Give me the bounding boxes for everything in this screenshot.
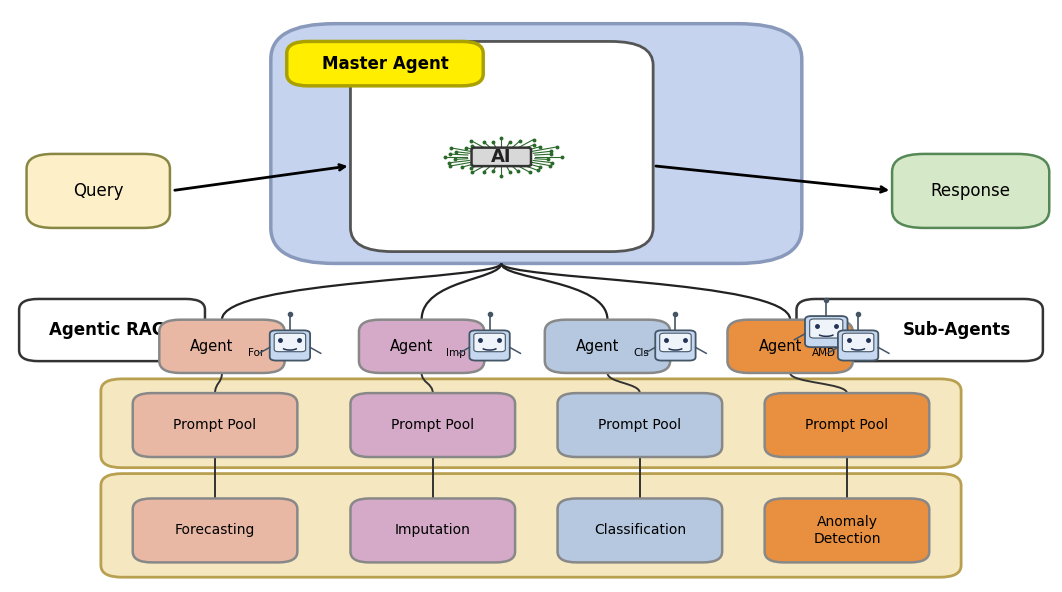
Text: Imp: Imp (446, 349, 465, 358)
FancyBboxPatch shape (27, 154, 170, 228)
Text: Cls: Cls (633, 349, 649, 358)
FancyBboxPatch shape (727, 320, 853, 373)
Text: Response: Response (930, 182, 1011, 200)
FancyBboxPatch shape (660, 333, 691, 352)
FancyBboxPatch shape (274, 333, 306, 352)
FancyBboxPatch shape (558, 393, 722, 457)
Text: Sub-Agents: Sub-Agents (903, 321, 1011, 339)
Text: Prompt Pool: Prompt Pool (391, 418, 475, 432)
FancyBboxPatch shape (796, 299, 1043, 361)
FancyBboxPatch shape (287, 41, 483, 86)
FancyBboxPatch shape (19, 299, 205, 361)
Text: Query: Query (73, 182, 123, 200)
FancyBboxPatch shape (469, 330, 510, 361)
FancyBboxPatch shape (472, 147, 531, 166)
Text: Agent: Agent (758, 339, 802, 354)
Text: Prompt Pool: Prompt Pool (173, 418, 257, 432)
Text: Forecasting: Forecasting (175, 523, 255, 538)
Text: For: For (247, 349, 264, 358)
FancyBboxPatch shape (838, 330, 878, 361)
FancyBboxPatch shape (765, 498, 929, 562)
FancyBboxPatch shape (350, 498, 515, 562)
FancyBboxPatch shape (892, 154, 1049, 228)
FancyBboxPatch shape (359, 320, 484, 373)
Text: Prompt Pool: Prompt Pool (598, 418, 682, 432)
Text: Agent: Agent (190, 339, 234, 354)
FancyBboxPatch shape (350, 393, 515, 457)
Text: Agent: Agent (576, 339, 619, 354)
FancyBboxPatch shape (765, 393, 929, 457)
FancyBboxPatch shape (350, 41, 653, 252)
FancyBboxPatch shape (159, 320, 285, 373)
FancyBboxPatch shape (474, 333, 506, 352)
FancyBboxPatch shape (655, 330, 696, 361)
Text: Classification: Classification (594, 523, 686, 538)
Text: AMD: AMD (812, 349, 836, 358)
Text: AI: AI (491, 148, 512, 166)
FancyBboxPatch shape (101, 474, 961, 577)
FancyBboxPatch shape (842, 333, 874, 352)
Text: Imputation: Imputation (395, 523, 470, 538)
FancyBboxPatch shape (805, 316, 847, 347)
FancyBboxPatch shape (271, 24, 802, 263)
FancyBboxPatch shape (133, 393, 297, 457)
Text: Prompt Pool: Prompt Pool (805, 418, 889, 432)
FancyBboxPatch shape (133, 498, 297, 562)
Text: Agent: Agent (390, 339, 433, 354)
Text: Master Agent: Master Agent (322, 54, 448, 73)
FancyBboxPatch shape (558, 498, 722, 562)
FancyBboxPatch shape (809, 319, 843, 338)
FancyBboxPatch shape (270, 330, 310, 361)
FancyBboxPatch shape (101, 379, 961, 468)
FancyBboxPatch shape (545, 320, 670, 373)
Text: Agentic RAGs: Agentic RAGs (49, 321, 175, 339)
Text: Anomaly
Detection: Anomaly Detection (813, 515, 880, 546)
